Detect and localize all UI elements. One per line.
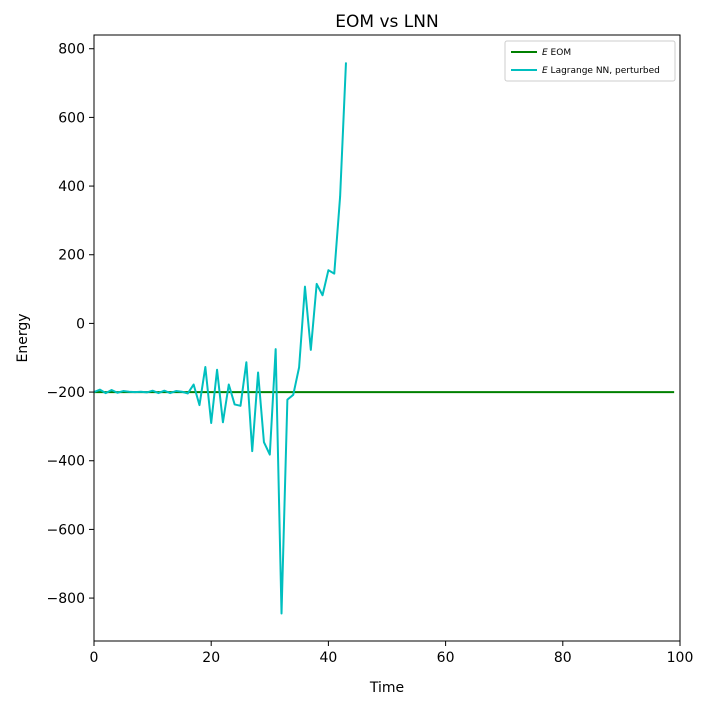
y-tick-label: 600 (58, 110, 85, 126)
legend-box (504, 40, 676, 82)
y-tick-label: −600 (47, 522, 85, 538)
plot-area (93, 34, 681, 642)
chart-title: EOM vs LNN (335, 12, 438, 32)
y-tick-label: −400 (47, 454, 85, 470)
y-tick-label: 0 (76, 316, 85, 332)
y-axis-label: Energy (15, 313, 31, 362)
x-tick-label: 60 (437, 650, 455, 666)
x-tick-label: 100 (667, 650, 694, 666)
y-tick-label: 800 (58, 42, 85, 58)
legend: E EOM E Lagrange NN, perturbed (504, 40, 676, 82)
legend-entry: E EOM (542, 48, 571, 58)
series-line-lagrange-nn (94, 62, 347, 615)
y-tick-label: 400 (58, 179, 85, 195)
x-tick-label: 20 (202, 650, 220, 666)
x-axis-label: Time (369, 680, 404, 696)
axes-frame (93, 34, 681, 642)
axis-ticks: 0 20 40 60 80 100 −800 −600 −400 −200 0 200 400 600 80… (47, 42, 694, 666)
legend-entry: E Lagrange NN, perturbed (542, 66, 660, 76)
x-tick-label: 80 (554, 650, 572, 666)
x-tick-label: 40 (319, 650, 337, 666)
y-tick-label: 200 (58, 248, 85, 264)
y-tick-label: −800 (47, 591, 85, 607)
y-tick-label: −200 (47, 385, 85, 401)
x-tick-label: 0 (90, 650, 99, 666)
